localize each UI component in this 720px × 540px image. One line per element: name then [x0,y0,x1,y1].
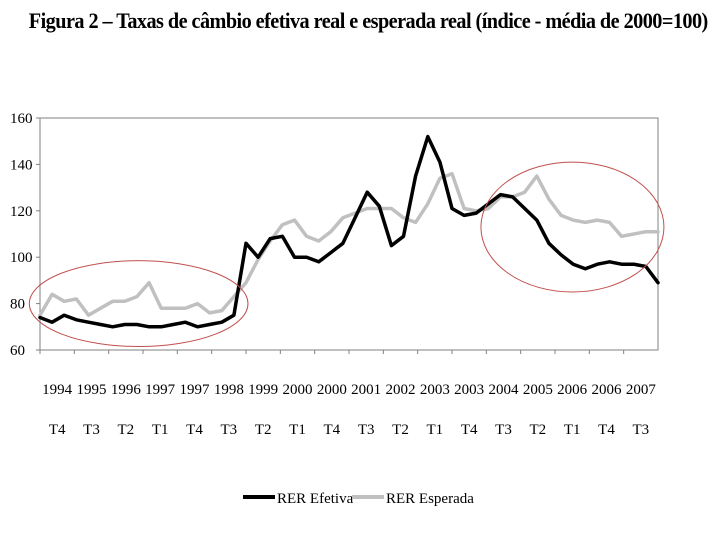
x-tick-period-label: T3 [220,422,237,438]
highlight-ellipse-1 [28,260,249,348]
legend-label-rer-efetiva: RER Efetiva [277,491,354,507]
x-tick-period-label: T4 [186,422,203,438]
x-tick-period-label: T4 [598,422,615,438]
x-tick-period-label: T1 [564,422,581,438]
y-tick-label: 80 [10,297,25,313]
x-tick-period-label: T2 [117,422,134,438]
y-axis-ticks: 60 80 100 120 140 160 [10,111,40,359]
x-tick-period-label: T4 [323,422,340,438]
x-tick-period-label: T1 [152,422,169,438]
legend: RER Efetiva RER Esperada [243,491,474,507]
x-tick-period-label: T4 [49,422,66,438]
y-tick-label: 120 [10,204,33,220]
x-tick-period-label: T3 [495,422,512,438]
x-tick-year-label: 2000 [283,382,313,398]
x-tick-period-label: T2 [529,422,546,438]
x-tick-year-label: 2006 [592,382,623,398]
x-tick-year-label: 2005 [523,382,553,398]
x-tick-period-label: T1 [289,422,306,438]
x-tick-year-label: 2001 [351,382,381,398]
x-tick-year-label: 2003 [454,382,484,398]
x-tick-year-label: 2003 [420,382,450,398]
x-tick-year-label: 1995 [77,382,107,398]
series-line-rer-efetiva [38,134,660,329]
x-tick-year-label: 2002 [386,382,416,398]
x-tick-period-label: T2 [392,422,409,438]
x-tick-year-label: 2004 [489,382,520,398]
x-tick-year-label: 2007 [626,382,657,398]
x-tick-year-label: 1996 [111,382,142,398]
x-tick-year-label: 1997 [180,382,211,398]
y-tick-label: 100 [10,250,33,266]
x-tick-period-label: T1 [426,422,443,438]
x-tick-year-label: 2000 [317,382,347,398]
y-tick-label: 160 [10,111,33,127]
x-tick-period-label: T3 [632,422,649,438]
x-axis-ticks: 1994 T4 1995 T3 1996 T2 1997 T1 1997 T4 1998 T3 1999… [39,350,657,438]
y-tick-label: 140 [10,157,33,173]
chart-title: Figura 2 – Taxas de câmbio efetiva real … [28,8,708,33]
x-tick-year-label: 1997 [145,382,176,398]
x-tick-period-label: T4 [461,422,478,438]
series-line-rer-esperada [38,171,660,317]
plot-frame [39,117,659,351]
x-tick-period-label: T3 [83,422,100,438]
annotation-layer [28,161,665,348]
x-tick-year-label: 1998 [214,382,244,398]
legend-label-rer-esperada: RER Esperada [386,491,474,507]
x-tick-year-label: 1999 [248,382,278,398]
series-layer [38,134,660,329]
x-tick-period-label: T2 [255,422,272,438]
x-tick-period-label: T3 [358,422,375,438]
y-tick-label: 60 [10,343,25,359]
highlight-ellipse-2 [480,161,665,293]
x-tick-year-label: 2006 [557,382,588,398]
x-tick-year-label: 1994 [42,382,73,398]
